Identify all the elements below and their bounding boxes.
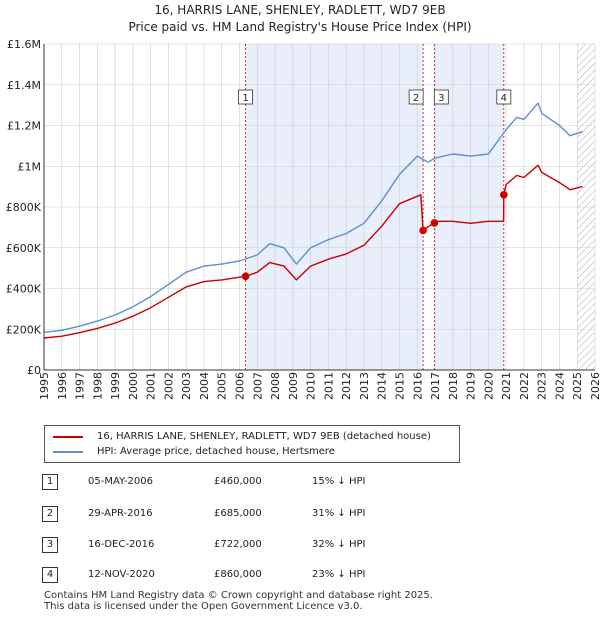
y-tick-label: £1.4M xyxy=(7,79,41,92)
legend-swatch-hpi xyxy=(53,451,83,453)
sale-price: £460,000 xyxy=(214,476,262,487)
y-tick-label: £0 xyxy=(27,364,41,377)
legend-label-price: 16, HARRIS LANE, SHENLEY, RADLETT, WD7 9… xyxy=(97,431,431,442)
x-tick-label: 1997 xyxy=(74,372,87,400)
x-tick-label: 2001 xyxy=(145,372,158,400)
x-tick-label: 2008 xyxy=(269,372,282,400)
legend: 16, HARRIS LANE, SHENLEY, RADLETT, WD7 9… xyxy=(44,425,460,463)
x-tick-label: 1998 xyxy=(91,372,104,400)
sale-row: 2 29-APR-2016 £685,000 31% ↓ HPI xyxy=(0,505,600,523)
sale-price: £685,000 xyxy=(214,508,262,519)
x-tick-label: 2010 xyxy=(305,372,318,400)
sale-number-label: 3 xyxy=(438,93,444,104)
x-tick-label: 2006 xyxy=(234,372,247,400)
sale-point xyxy=(241,272,250,281)
x-tick-label: 2002 xyxy=(162,372,175,400)
legend-item-hpi: HPI: Average price, detached house, Hert… xyxy=(53,445,335,459)
x-tick-label: 2014 xyxy=(376,372,389,400)
y-tick-label: £800K xyxy=(6,201,42,214)
x-tick-label: 2003 xyxy=(180,372,193,400)
x-tick-label: 1999 xyxy=(109,372,122,400)
sale-price: £722,000 xyxy=(214,539,262,550)
x-tick-label: 2015 xyxy=(393,372,406,400)
x-tick-label: 2021 xyxy=(500,372,513,400)
chart-title: 16, HARRIS LANE, SHENLEY, RADLETT, WD7 9… xyxy=(154,3,446,17)
sale-number-label: 2 xyxy=(413,93,419,104)
sale-point xyxy=(419,226,427,235)
x-tick-label: 2024 xyxy=(553,372,566,400)
sale-number-badge: 2 xyxy=(42,506,58,522)
y-tick-label: £600K xyxy=(6,242,42,255)
x-tick-label: 2009 xyxy=(287,372,300,400)
sale-number-badge: 3 xyxy=(42,537,58,553)
sale-point xyxy=(430,219,439,227)
x-tick-label: 2007 xyxy=(251,372,264,400)
x-tick-label: 2023 xyxy=(536,372,549,400)
x-tick-label: 2005 xyxy=(216,372,229,400)
legend-label-hpi: HPI: Average price, detached house, Hert… xyxy=(97,446,335,457)
sale-row: 4 12-NOV-2020 £860,000 23% ↓ HPI xyxy=(0,566,600,584)
sale-number-box xyxy=(496,89,512,105)
sale-row: 3 16-DEC-2016 £722,000 32% ↓ HPI xyxy=(0,536,600,554)
sale-date: 16-DEC-2016 xyxy=(88,539,155,550)
chart-subtitle: Price paid vs. HM Land Registry's House … xyxy=(128,20,472,34)
y-tick-label: £400K xyxy=(6,283,42,296)
y-tick-label: £200K xyxy=(6,323,42,336)
hpi-series-line xyxy=(43,102,583,333)
x-tick-label: 1996 xyxy=(56,372,69,400)
x-tick-label: 2026 xyxy=(589,372,600,400)
footer-copyright: Contains HM Land Registry data © Crown c… xyxy=(44,590,433,601)
x-tick-label: 1995 xyxy=(38,372,51,400)
y-tick-label: £1.2M xyxy=(7,120,41,133)
x-tick-label: 2020 xyxy=(482,372,495,400)
price-series-line xyxy=(43,164,583,339)
sale-point xyxy=(500,190,508,199)
x-tick-label: 2000 xyxy=(127,372,140,400)
sale-date: 05-MAY-2006 xyxy=(88,476,154,487)
sale-number-box xyxy=(433,89,449,105)
sale-number-badge: 1 xyxy=(42,474,58,490)
sale-number-box xyxy=(238,89,253,105)
y-tick-label: £1M xyxy=(18,160,42,173)
sale-number-label: 4 xyxy=(501,93,507,104)
sale-number-badge: 4 xyxy=(42,567,58,583)
sale-hpi-diff: 31% ↓ HPI xyxy=(312,508,366,519)
x-tick-label: 2017 xyxy=(429,372,442,400)
sale-number-label: 1 xyxy=(242,93,248,104)
x-tick-label: 2022 xyxy=(518,372,531,400)
footer: Contains HM Land Registry data © Crown c… xyxy=(44,590,433,612)
sale-hpi-diff: 32% ↓ HPI xyxy=(312,539,366,550)
sale-date: 12-NOV-2020 xyxy=(88,569,155,580)
sale-date: 29-APR-2016 xyxy=(88,508,153,519)
sale-price: £860,000 xyxy=(214,569,262,580)
y-tick-label: £1.6M xyxy=(7,38,41,51)
x-tick-label: 2011 xyxy=(322,372,335,400)
footer-licence: This data is licensed under the Open Gov… xyxy=(44,601,363,612)
legend-swatch-price xyxy=(53,436,83,438)
x-tick-label: 2012 xyxy=(340,372,353,400)
sale-row: 1 05-MAY-2006 £460,000 15% ↓ HPI xyxy=(0,473,600,491)
x-tick-label: 2018 xyxy=(447,372,460,400)
x-tick-label: 2025 xyxy=(571,372,584,400)
x-tick-label: 2016 xyxy=(411,372,424,400)
sale-hpi-diff: 15% ↓ HPI xyxy=(312,476,366,487)
sale-hpi-diff: 23% ↓ HPI xyxy=(312,569,366,580)
sale-number-box xyxy=(408,89,424,105)
legend-item-price: 16, HARRIS LANE, SHENLEY, RADLETT, WD7 9… xyxy=(53,430,431,444)
price-chart: 1 2 3 4 £0 £200K £400K £600K £800K £1M £1.2M £1.4M £… xyxy=(6,38,600,400)
x-tick-label: 2013 xyxy=(358,372,371,400)
x-tick-label: 2004 xyxy=(198,372,211,400)
x-tick-label: 2019 xyxy=(465,372,478,400)
